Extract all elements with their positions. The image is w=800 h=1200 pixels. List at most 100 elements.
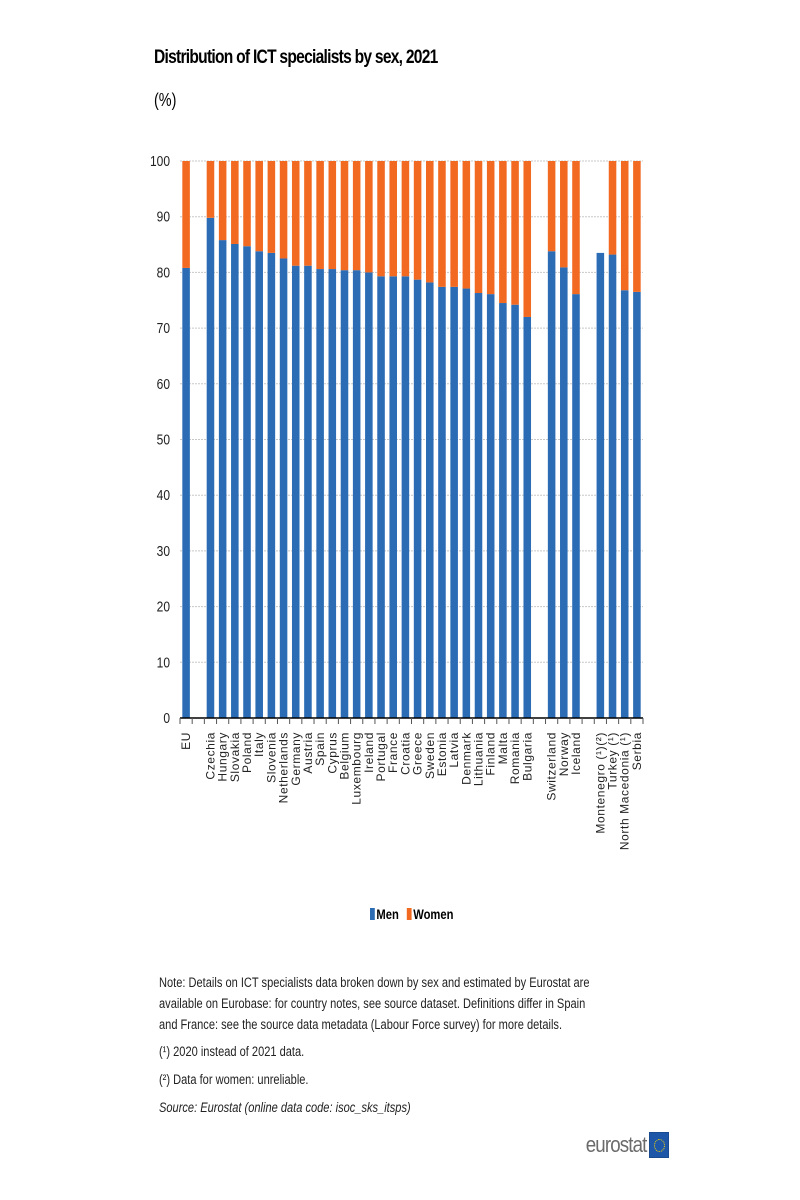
bar-women bbox=[486, 161, 495, 295]
legend-label-men: Men bbox=[376, 906, 399, 922]
x-tick-label: Finland bbox=[484, 732, 498, 776]
x-tick-label: Germany bbox=[289, 732, 303, 786]
x-tick-label: Czechia bbox=[203, 732, 217, 780]
x-tick-label: Greece bbox=[411, 732, 425, 775]
x-tick-label: Croatia bbox=[398, 732, 412, 775]
source-text: Source: Eurostat (online data code: isoc… bbox=[159, 1100, 411, 1115]
bar-women bbox=[255, 161, 263, 252]
bar-women bbox=[365, 161, 373, 273]
y-tick-label: 50 bbox=[157, 431, 171, 448]
eu-flag-icon bbox=[648, 1132, 669, 1158]
logo-text: eurostat bbox=[585, 1132, 648, 1157]
bar-women bbox=[389, 161, 398, 277]
bar-men bbox=[304, 265, 312, 718]
bar-women bbox=[401, 161, 410, 277]
x-tick-label: North Macedonia (¹) bbox=[618, 732, 632, 850]
bar-men bbox=[291, 265, 300, 718]
bar-men bbox=[620, 290, 629, 718]
x-axis bbox=[179, 717, 644, 724]
legend-item-men: Men bbox=[370, 906, 399, 922]
x-tick-label: Cyprus bbox=[325, 732, 339, 774]
bar-women bbox=[462, 161, 471, 289]
bar-men bbox=[462, 288, 471, 718]
bar-women bbox=[572, 161, 580, 295]
bar-women bbox=[523, 161, 532, 317]
legend-label-women: Women bbox=[413, 906, 454, 922]
x-tick-label: Slovenia bbox=[264, 732, 278, 783]
bar-men bbox=[316, 269, 324, 718]
bar-men bbox=[547, 251, 556, 718]
bar-women bbox=[511, 161, 519, 305]
bar-women bbox=[560, 161, 568, 268]
bar-women bbox=[243, 161, 251, 247]
bar-men bbox=[206, 217, 215, 718]
legend-swatch-men bbox=[370, 908, 375, 920]
x-tick-label: Norway bbox=[557, 732, 571, 776]
bar-men bbox=[608, 254, 617, 719]
bar-men bbox=[499, 303, 507, 718]
x-tick-label: Lithuania bbox=[472, 732, 486, 786]
x-tick-label: Slovakia bbox=[228, 732, 242, 782]
y-tick-label: 70 bbox=[157, 320, 171, 337]
bar-men bbox=[389, 276, 398, 718]
bar-men bbox=[328, 269, 337, 718]
x-tick-label: Estonia bbox=[435, 732, 449, 776]
bar-women bbox=[425, 161, 434, 283]
bar-men bbox=[365, 272, 373, 718]
bar-men bbox=[438, 286, 446, 718]
eurostat-logo: eurostat bbox=[575, 1132, 669, 1158]
x-tick-label: Austria bbox=[301, 732, 315, 774]
x-tick-label: Ireland bbox=[362, 732, 376, 773]
y-tick-label: 10 bbox=[157, 654, 171, 671]
x-tick-label: EU bbox=[179, 732, 193, 750]
bar-men bbox=[486, 294, 495, 718]
unit-label: (%) bbox=[154, 90, 177, 110]
bar-women bbox=[206, 161, 215, 218]
chart-title: Distribution of ICT specialists by sex, … bbox=[154, 47, 438, 68]
bar-men bbox=[474, 293, 483, 718]
bar-women bbox=[340, 161, 349, 271]
y-tick-label: 90 bbox=[157, 208, 171, 225]
bar-women bbox=[231, 161, 239, 244]
bar-women bbox=[279, 161, 288, 259]
bar-women bbox=[633, 161, 641, 292]
x-tick-label: Belgium bbox=[337, 732, 351, 780]
bar-men bbox=[340, 270, 349, 718]
bar-women bbox=[474, 161, 483, 294]
y-tick-label: 30 bbox=[157, 543, 171, 560]
bar-men bbox=[572, 294, 580, 718]
y-tick-label: 0 bbox=[163, 710, 170, 727]
x-tick-label: Poland bbox=[240, 732, 254, 773]
bar-women bbox=[328, 161, 337, 270]
bar-men bbox=[218, 240, 227, 718]
bar-women bbox=[377, 161, 385, 277]
bar-women bbox=[438, 161, 446, 287]
bar-women bbox=[352, 161, 361, 271]
y-tick-label: 100 bbox=[150, 153, 170, 170]
bar-women bbox=[182, 161, 190, 268]
bar-women bbox=[316, 161, 324, 270]
legend-swatch-women bbox=[406, 908, 412, 920]
bar-men bbox=[401, 276, 410, 718]
bar-men bbox=[511, 304, 519, 718]
bar-women bbox=[547, 161, 556, 252]
bar-men bbox=[182, 267, 190, 718]
x-tick-label: Latvia bbox=[447, 732, 461, 768]
bar-men bbox=[450, 286, 458, 718]
bar-women bbox=[267, 161, 276, 253]
x-tick-label: Romania bbox=[508, 732, 522, 784]
x-tick-label: Portugal bbox=[374, 732, 388, 782]
x-tick-label: Hungary bbox=[216, 732, 230, 782]
bar-men bbox=[523, 316, 532, 718]
x-tick-label: Sweden bbox=[423, 732, 437, 779]
bar-men bbox=[279, 258, 288, 718]
x-tick-label: Spain bbox=[313, 732, 327, 766]
x-tick-label: Malta bbox=[496, 732, 510, 764]
bar-men bbox=[377, 276, 385, 718]
y-axis-ticks: 0 10 20 30 40 50 60 70 80 90 100 bbox=[150, 153, 170, 727]
x-tick-label: Switzerland bbox=[545, 732, 559, 801]
footnote-2: (²) Data for women: unreliable. bbox=[159, 1072, 309, 1087]
bar-men bbox=[596, 252, 605, 718]
x-tick-label: France bbox=[386, 732, 400, 773]
